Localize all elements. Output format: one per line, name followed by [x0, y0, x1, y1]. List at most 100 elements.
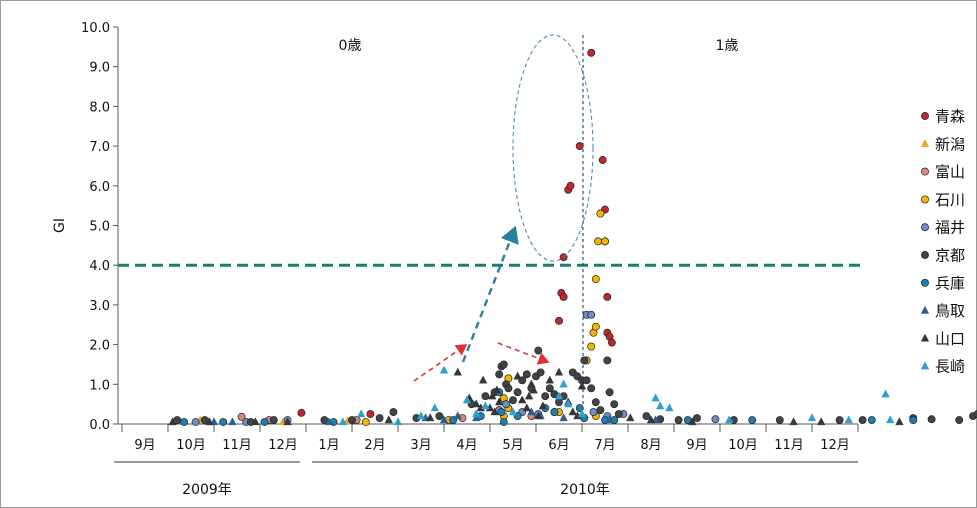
data-point	[499, 360, 508, 369]
data-point	[534, 346, 543, 355]
y-tick-label: 7.0	[89, 140, 110, 155]
x-month-label: 12月	[820, 438, 850, 453]
x-month-label: 12月	[268, 438, 298, 453]
series-長崎	[338, 365, 895, 426]
data-point	[338, 417, 347, 426]
data-point	[835, 416, 844, 424]
data-point	[502, 400, 511, 409]
data-point	[260, 418, 269, 426]
x-month-label: 8月	[640, 438, 661, 453]
data-point	[807, 413, 817, 422]
data-point	[513, 388, 522, 397]
data-marks	[168, 48, 977, 426]
data-point	[577, 409, 587, 418]
legend-label: 兵庫	[935, 274, 965, 292]
data-point	[283, 417, 292, 426]
legend-marker	[920, 361, 930, 370]
axes: 0.0 1.0 2.0 3.0 4.0 5.0 6.0 7.0 8.0 9.0 10.0 GI 9月 10…	[52, 21, 859, 498]
age-label-0: 0歳	[339, 38, 362, 54]
x-month-label: 1月	[318, 438, 339, 453]
data-point	[605, 415, 614, 424]
legend-marker	[921, 251, 929, 259]
y-tick-label: 9.0	[89, 61, 110, 76]
data-point	[554, 391, 564, 400]
y-tick-label: 2.0	[89, 339, 110, 354]
data-point	[598, 156, 607, 164]
data-point	[495, 370, 504, 379]
data-point	[858, 416, 867, 424]
data-point	[867, 416, 876, 424]
data-point	[481, 401, 490, 410]
data-point	[582, 376, 591, 385]
data-point	[324, 417, 334, 426]
data-point	[462, 395, 472, 404]
data-point	[453, 367, 462, 376]
data-point	[711, 415, 720, 424]
x-month-label: 2月	[364, 438, 385, 453]
x-month-label: 11月	[774, 438, 804, 453]
data-point	[603, 356, 612, 365]
legend-marker	[920, 139, 930, 147]
data-point	[439, 365, 449, 374]
data-point	[205, 417, 214, 426]
data-point	[587, 384, 596, 393]
data-point	[589, 408, 598, 417]
legend-label: 新潟	[935, 135, 965, 153]
data-point	[439, 415, 449, 424]
legend-item: 新潟	[920, 135, 965, 153]
data-point	[587, 48, 596, 57]
y-tick-label: 3.0	[89, 299, 110, 314]
y-tick-label: 4.0	[89, 259, 110, 274]
legend-item: 石川	[921, 191, 965, 209]
data-point	[545, 384, 554, 393]
data-point	[492, 385, 502, 394]
legend-label: 長崎	[935, 358, 965, 376]
data-point	[529, 385, 538, 394]
legend-marker	[921, 195, 929, 204]
legend-item: 長崎	[920, 358, 965, 376]
data-point	[646, 415, 656, 424]
data-point	[566, 181, 575, 190]
data-point	[545, 375, 554, 384]
x-month-label: 9月	[134, 438, 155, 453]
y-tick-label: 10.0	[81, 21, 110, 36]
data-point	[559, 379, 568, 388]
data-point	[559, 293, 568, 301]
data-point	[472, 413, 481, 422]
data-point	[575, 404, 584, 413]
legend-label: 青森	[935, 108, 965, 126]
data-point	[357, 409, 366, 418]
data-point	[237, 412, 246, 421]
data-point	[605, 388, 614, 397]
data-point	[594, 237, 603, 246]
legend-marker	[921, 278, 929, 287]
data-point	[375, 414, 384, 422]
data-point	[527, 407, 536, 416]
legend-label: 石川	[935, 191, 965, 209]
legend-item: 青森	[921, 108, 965, 126]
legend-item: 富山	[921, 163, 965, 181]
x-month-label: 11月	[222, 438, 252, 453]
data-point	[497, 408, 506, 417]
legend-item: 兵庫	[921, 274, 965, 292]
data-point	[472, 399, 481, 408]
data-point	[453, 411, 462, 420]
data-point	[693, 414, 701, 422]
data-point	[504, 384, 513, 393]
series-福井	[191, 310, 720, 426]
data-point	[297, 408, 306, 417]
data-point	[955, 416, 964, 424]
legend-item: 山口	[920, 330, 965, 348]
data-point	[426, 413, 435, 422]
data-point	[775, 416, 784, 424]
data-point	[180, 418, 189, 426]
data-point	[348, 416, 356, 424]
data-point	[789, 417, 798, 426]
data-point	[596, 209, 605, 218]
legend-marker	[921, 167, 929, 176]
legend-label: 山口	[935, 330, 965, 348]
data-point	[389, 408, 398, 417]
y-tick-label: 8.0	[89, 100, 110, 115]
data-point	[527, 379, 536, 388]
